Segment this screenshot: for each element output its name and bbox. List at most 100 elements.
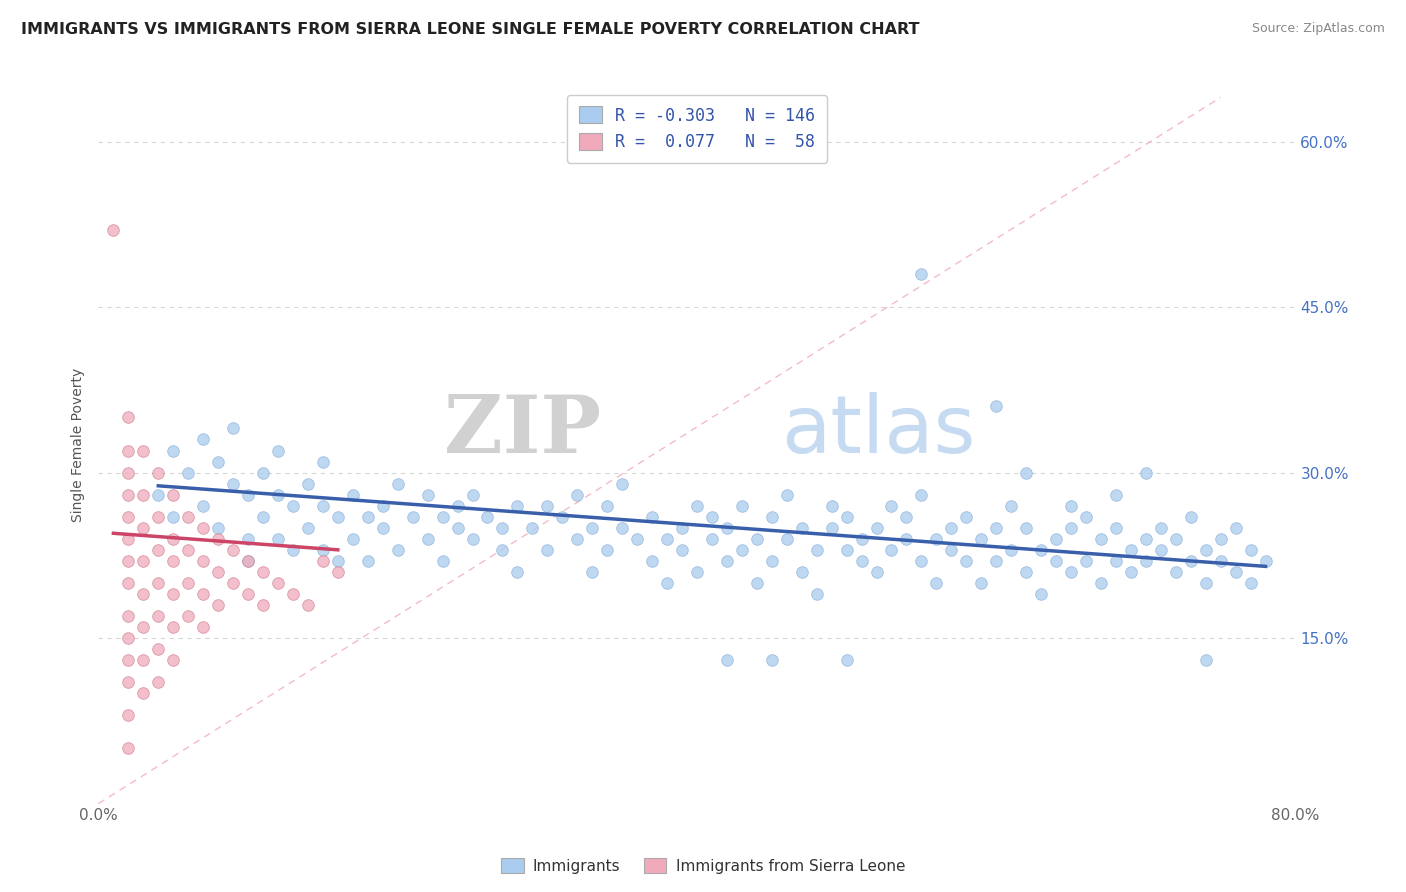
Point	[835, 509, 858, 524]
Point	[177, 576, 200, 591]
Point	[207, 521, 229, 535]
Point	[1000, 542, 1022, 557]
Point	[132, 554, 155, 568]
Point	[207, 454, 229, 468]
Point	[1135, 466, 1157, 480]
Point	[1090, 532, 1112, 546]
Point	[761, 509, 783, 524]
Point	[1180, 554, 1202, 568]
Point	[387, 542, 409, 557]
Point	[162, 443, 184, 458]
Point	[1150, 521, 1173, 535]
Point	[162, 587, 184, 601]
Point	[117, 466, 139, 480]
Point	[671, 521, 693, 535]
Point	[117, 410, 139, 425]
Point	[986, 400, 1008, 414]
Point	[461, 488, 484, 502]
Point	[461, 532, 484, 546]
Point	[342, 532, 364, 546]
Point	[1164, 565, 1187, 579]
Point	[252, 598, 274, 612]
Point	[117, 708, 139, 723]
Point	[312, 542, 335, 557]
Point	[1074, 554, 1097, 568]
Point	[986, 554, 1008, 568]
Point	[655, 532, 678, 546]
Point	[567, 488, 589, 502]
Point	[132, 653, 155, 667]
Point	[865, 521, 887, 535]
Point	[148, 542, 170, 557]
Point	[342, 488, 364, 502]
Point	[970, 532, 993, 546]
Point	[193, 499, 215, 513]
Point	[267, 443, 290, 458]
Point	[491, 542, 513, 557]
Point	[671, 542, 693, 557]
Point	[1060, 565, 1083, 579]
Point	[326, 565, 349, 579]
Point	[177, 466, 200, 480]
Point	[1000, 499, 1022, 513]
Point	[371, 521, 394, 535]
Point	[193, 620, 215, 634]
Point	[955, 554, 977, 568]
Point	[446, 499, 468, 513]
Point	[132, 686, 155, 700]
Point	[148, 466, 170, 480]
Point	[148, 675, 170, 690]
Point	[148, 509, 170, 524]
Point	[117, 631, 139, 645]
Point	[925, 576, 948, 591]
Point	[626, 532, 648, 546]
Point	[896, 509, 918, 524]
Point	[641, 554, 664, 568]
Point	[536, 499, 558, 513]
Point	[193, 521, 215, 535]
Point	[700, 509, 723, 524]
Point	[357, 554, 380, 568]
Point	[790, 521, 813, 535]
Point	[1180, 509, 1202, 524]
Point	[432, 509, 454, 524]
Point	[148, 642, 170, 657]
Point	[312, 454, 335, 468]
Point	[236, 554, 259, 568]
Point	[925, 532, 948, 546]
Point	[236, 554, 259, 568]
Point	[536, 542, 558, 557]
Point	[252, 565, 274, 579]
Point	[1105, 554, 1128, 568]
Point	[117, 488, 139, 502]
Point	[686, 565, 709, 579]
Point	[596, 542, 619, 557]
Point	[148, 488, 170, 502]
Point	[731, 542, 754, 557]
Point	[835, 542, 858, 557]
Text: ZIP: ZIP	[444, 392, 602, 470]
Point	[117, 741, 139, 756]
Point	[148, 609, 170, 624]
Point	[1254, 554, 1277, 568]
Point	[731, 499, 754, 513]
Point	[148, 576, 170, 591]
Point	[162, 653, 184, 667]
Point	[117, 443, 139, 458]
Point	[610, 521, 633, 535]
Point	[567, 532, 589, 546]
Point	[252, 466, 274, 480]
Point	[761, 653, 783, 667]
Point	[1119, 565, 1142, 579]
Point	[416, 532, 439, 546]
Point	[222, 542, 245, 557]
Point	[117, 509, 139, 524]
Point	[162, 620, 184, 634]
Point	[1135, 532, 1157, 546]
Point	[297, 521, 319, 535]
Point	[776, 488, 799, 502]
Point	[236, 488, 259, 502]
Point	[297, 476, 319, 491]
Point	[806, 587, 828, 601]
Point	[1060, 499, 1083, 513]
